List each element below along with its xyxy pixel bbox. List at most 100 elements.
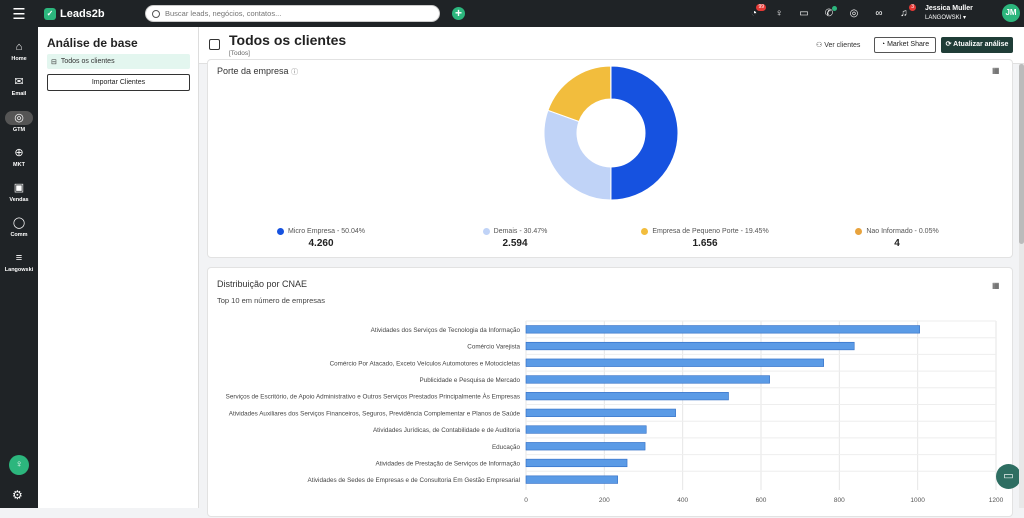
- bar[interactable]: [526, 459, 627, 467]
- avatar[interactable]: JM: [1002, 4, 1020, 22]
- tick-label: 1200: [989, 497, 1004, 504]
- link-icon[interactable]: ∞: [873, 8, 885, 19]
- tick-label: 200: [599, 497, 610, 504]
- app-name: Leads2b: [60, 8, 105, 20]
- nav-email[interactable]: ✉ Email: [0, 75, 38, 97]
- category-label: Comércio Varejista: [467, 344, 520, 351]
- category-label: Educação: [492, 444, 521, 451]
- tick-label: 0: [524, 497, 528, 504]
- search-box[interactable]: [145, 5, 440, 22]
- side-nav: ⌂ Home ✉ Email ◎ GTM ⊕ MKT ▣ Vendas ◯ Co…: [0, 27, 38, 508]
- donut-slice[interactable]: [544, 110, 611, 200]
- users-icon: ⚇: [816, 42, 822, 49]
- refresh-icon: ⟳: [946, 41, 952, 48]
- legend-dot: [641, 228, 648, 235]
- legend-label: Micro Empresa - 50.04%: [288, 228, 365, 235]
- nav-mkt[interactable]: ⊕ MKT: [0, 146, 38, 168]
- bar[interactable]: [526, 326, 920, 334]
- bar[interactable]: [526, 359, 824, 367]
- list-icon: ⊟: [51, 58, 57, 66]
- legend-value: 4.260: [241, 238, 401, 249]
- category-label: Atividades de Sedes de Empresas e de Con…: [308, 477, 520, 484]
- legend-item[interactable]: Nao Informado - 0.05% 4: [817, 228, 977, 249]
- nav-comm[interactable]: ◯ Comm: [0, 216, 38, 238]
- online-dot: [832, 6, 837, 11]
- legend-value: 1.656: [625, 238, 785, 249]
- category-label: Atividades Auxiliares dos Serviços Finan…: [229, 410, 521, 417]
- search-icon: [152, 10, 160, 18]
- tick-label: 400: [677, 497, 688, 504]
- top-icons: ◔99 ♀ ▭ ✆ ◎ ∞ ♫3: [748, 0, 910, 27]
- category-label: Serviços de Escritório, de Apoio Adminis…: [226, 392, 520, 401]
- legend-dot: [855, 228, 862, 235]
- sliders-icon: ≡: [0, 251, 38, 265]
- chat-icon: ◯: [0, 216, 38, 230]
- gear-icon[interactable]: ⚙: [12, 488, 23, 502]
- megaphone-icon: ⊕: [0, 146, 38, 160]
- tick-label: 1000: [910, 497, 925, 504]
- mail-icon: ✉: [0, 75, 38, 89]
- import-clients-button[interactable]: Importar Clientes: [47, 74, 190, 91]
- lightbulb-icon[interactable]: ♀: [773, 8, 785, 19]
- list-item-label: Todos os clientes: [61, 58, 115, 65]
- market-share-button[interactable]: ◔ Market Share: [874, 37, 936, 53]
- legend-label: Empresa de Pequeno Porte - 19.45%: [652, 228, 768, 235]
- page-subtitle: [Todos]: [229, 50, 250, 57]
- bell-icon[interactable]: ♫3: [898, 8, 910, 19]
- target-icon: ◎: [5, 111, 33, 125]
- chat-icon[interactable]: ▭: [996, 464, 1021, 489]
- nav-vendas[interactable]: ▣ Vendas: [0, 181, 38, 203]
- bar[interactable]: [526, 342, 854, 350]
- tick-label: 800: [834, 497, 845, 504]
- bar[interactable]: [526, 376, 770, 384]
- menu-icon[interactable]: ☰: [0, 5, 38, 23]
- pie-icon: ◔: [881, 41, 885, 48]
- phone-icon[interactable]: ✆: [823, 8, 835, 19]
- scrollbar[interactable]: [1019, 64, 1024, 508]
- category-label: Publicidade e Pesquisa de Mercado: [420, 377, 521, 384]
- bell-badge: 3: [909, 4, 916, 11]
- donut-slice[interactable]: [611, 66, 678, 200]
- whatsapp-icon[interactable]: ◎: [848, 8, 860, 19]
- video-icon[interactable]: ▭: [798, 8, 810, 19]
- list-item-todos-clientes[interactable]: ⊟ Todos os clientes: [47, 54, 190, 69]
- notification-badge: 99: [756, 4, 766, 11]
- update-analysis-button[interactable]: ⟳ Atualizar análise: [941, 37, 1013, 53]
- logo-icon: ✓: [44, 8, 56, 20]
- legend-label: Nao Informado - 0.05%: [866, 228, 938, 235]
- user-name: Jessica Muller: [925, 5, 973, 12]
- bar[interactable]: [526, 392, 728, 400]
- nav-gtm[interactable]: ◎ GTM: [0, 111, 38, 133]
- scrollbar-thumb[interactable]: [1019, 64, 1024, 244]
- bar-card: Distribuição por CNAE Top 10 em número d…: [207, 267, 1013, 517]
- view-clients-link[interactable]: ⚇ Ver clientes: [816, 41, 860, 49]
- bar[interactable]: [526, 426, 646, 434]
- legend-item[interactable]: Micro Empresa - 50.04% 4.260: [241, 228, 401, 249]
- legend-item[interactable]: Empresa de Pequeno Porte - 19.45% 1.656: [625, 228, 785, 249]
- speedometer-icon[interactable]: ◔99: [748, 8, 760, 19]
- analysis-icon: [209, 39, 220, 50]
- add-icon[interactable]: +: [452, 7, 465, 20]
- category-label: Atividades dos Serviços de Tecnologia da…: [371, 327, 521, 334]
- user-menu[interactable]: Jessica Muller LANGOWSKI ▾: [925, 5, 973, 21]
- bar[interactable]: [526, 409, 676, 417]
- lightbulb-help-icon[interactable]: ♀: [9, 455, 29, 475]
- home-icon: ⌂: [0, 40, 38, 54]
- panel-title: Análise de base: [47, 36, 138, 50]
- page-title: Todos os clientes: [229, 32, 346, 48]
- legend-dot: [483, 228, 490, 235]
- bar[interactable]: [526, 476, 618, 484]
- legend-label: Demais - 30.47%: [494, 228, 548, 235]
- search-input[interactable]: [165, 9, 425, 18]
- app-logo[interactable]: ✓ Leads2b: [44, 8, 105, 20]
- donut-slice[interactable]: [548, 66, 611, 121]
- nav-langowski[interactable]: ≡ Langowski: [0, 251, 38, 273]
- nav-home[interactable]: ⌂ Home: [0, 40, 38, 62]
- chevron-down-icon: ▾: [963, 15, 966, 21]
- legend-item[interactable]: Demais - 30.47%2.594: [435, 228, 595, 249]
- left-panel: Análise de base: [38, 27, 199, 508]
- category-label: Atividades de Prestação de Serviços de I…: [375, 460, 520, 467]
- bar[interactable]: [526, 442, 645, 450]
- legend-value: 4: [817, 238, 977, 249]
